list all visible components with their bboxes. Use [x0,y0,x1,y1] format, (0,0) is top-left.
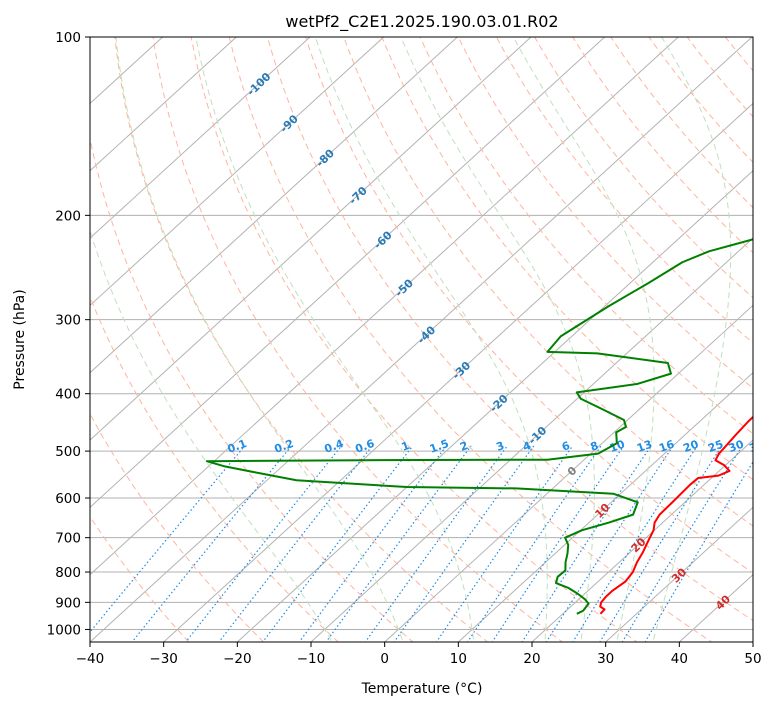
dry-adiabat [152,37,564,642]
dry-adiabat [610,37,753,209]
x-axis-label: Temperature (°C) [361,681,483,697]
x-tick-label: −20 [223,651,252,667]
mixing-ratio-label: 30 [727,438,746,456]
isotherm-line [90,37,385,307]
mixing-ratio-line [435,445,574,642]
y-tick-label: 200 [55,208,81,224]
mixing-ratio-line [90,445,246,633]
mixing-ratio-label: 0.1 [226,437,249,456]
dewpoint-profile [205,238,753,615]
dry-adiabat [343,37,753,527]
isotherm-line [90,37,311,239]
mixing-ratio-line [572,445,698,642]
x-tick-label: 0 [380,651,389,667]
x-tick-label: −30 [149,651,178,667]
dry-adiabat [228,37,713,642]
mixing-ratio-label: 1.5 [428,437,451,456]
moist-adiabat [195,37,475,642]
mixing-ratio-label: 36 [748,438,767,456]
mixing-ratio-label: 16 [657,438,676,456]
isotherm-line [90,37,753,642]
dry-adiabat [90,295,339,642]
mixing-ratio-line [262,445,414,642]
dry-adiabat [534,37,753,299]
dry-adiabat [114,37,489,642]
moist-adiabat [512,37,655,642]
mixing-ratio-label: 20 [682,438,701,456]
isotherm-lines [90,37,753,642]
dry-adiabat [419,37,753,435]
isotherm-line [90,37,606,509]
mixing-ratio-line [491,445,625,642]
isotherm-line [383,304,753,642]
isobar-gridlines [90,37,753,630]
mixing-ratio-label: 0.6 [353,437,376,456]
mixing-ratio-line [521,445,652,642]
mixing-ratio-label: 8 [589,439,601,454]
mixing-ratio-line [466,445,602,642]
x-tick-label: 40 [671,651,688,667]
dry-adiabat [495,37,753,344]
x-axis: −40 −30 −20 −10 0 10 20 30 40 50 [76,642,762,667]
moist-adiabat [90,229,333,642]
dry-adiabat [648,37,753,164]
mixing-ratio-line [545,445,674,642]
dry-adiabat [90,135,414,642]
x-tick-label: −10 [297,651,326,667]
mixing-ratio-line [393,445,535,642]
y-tick-label: 500 [55,444,81,460]
isotherm-line [604,506,753,642]
isotherm-line [162,102,753,642]
y-tick-label: 900 [55,595,81,611]
moist-adiabat [115,37,404,642]
plot-area: -100-90-80-70-60-50-40-30-20-10010203040… [90,37,767,642]
moist-adiabat [314,37,548,642]
mixing-ratio-label: 2 [458,439,470,454]
isotherm-line [310,237,753,642]
mixing-ratio-line [185,445,342,642]
y-tick-label: 100 [55,30,81,46]
dry-adiabat [90,412,265,642]
mixing-ratio-label: 0.2 [273,437,296,456]
y-tick-label: 700 [55,531,81,547]
mixing-ratio-label: 10 [608,438,627,456]
mixing-ratio-line [218,445,373,642]
mixing-ratio-lines [90,445,753,642]
profile-series [205,238,753,615]
y-tick-label: 400 [55,387,81,403]
x-tick-label: 30 [597,651,614,667]
isotherm-line [90,37,459,374]
y-tick-label: 1000 [47,622,81,638]
y-axis-label: Pressure (hPa) [12,289,28,389]
isotherm-line [531,439,753,642]
y-axis: 100 200 300 400 500 600 700 800 900 1000 [47,30,90,638]
temperature-profile [599,415,753,615]
isotherm-line [90,37,680,576]
x-tick-label: 50 [744,651,761,667]
isotherm-line [90,37,238,172]
x-tick-label: −40 [76,651,105,667]
mixing-ratio-line [364,445,508,642]
plot-frame [89,36,754,643]
mixing-ratio-line [644,460,753,642]
mixing-ratio-label: 3 [495,439,507,454]
chart-title: wetPf2_C2E1.2025.190.03.01.R02 [285,12,558,32]
y-tick-label: 600 [55,491,81,507]
dry-adiabat [190,37,638,642]
mixing-ratio-label: 1 [400,439,412,454]
mixing-ratio-label: 13 [635,438,654,455]
mixing-ratio-label: 6 [560,439,572,454]
x-tick-label: 20 [523,651,540,667]
isotherm-line [236,170,753,642]
y-tick-label: 800 [55,565,81,581]
mixing-ratio-label: 0.4 [323,437,346,456]
dry-adiabat [266,37,753,622]
x-tick-label: 10 [450,651,467,667]
y-tick-label: 300 [55,313,81,329]
isotherm-line [90,37,532,441]
mixing-ratio-label: 4 [521,439,533,454]
dry-adiabat [305,37,753,574]
